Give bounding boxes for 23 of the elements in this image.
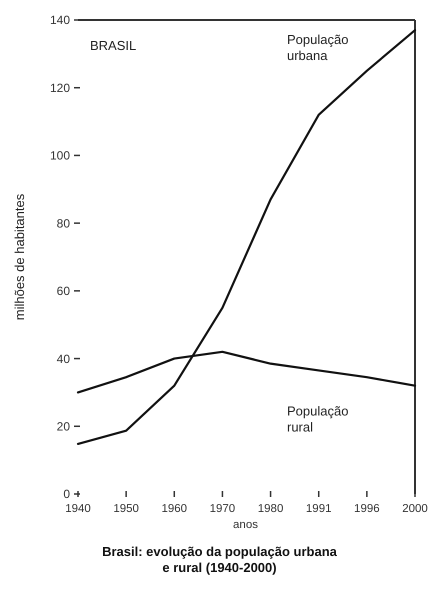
y-tick-label: 120 <box>50 80 70 95</box>
x-tick-label: 1950 <box>113 503 139 515</box>
y-tick-label: 0 <box>63 487 70 502</box>
x-axis-title: anos <box>233 519 258 531</box>
text: Brasil: evolução da população urbana e rural (1940-2000) <box>102 544 338 575</box>
x-tick-label: 1991 <box>306 503 332 515</box>
annotation: BRASIL <box>90 38 136 53</box>
x-tick-label: 1970 <box>210 503 236 515</box>
x-tick-label: 1960 <box>161 503 188 515</box>
y-tick-label: 100 <box>50 148 70 163</box>
y-tick-label: 80 <box>56 216 70 230</box>
y-tick-label: 40 <box>56 352 70 366</box>
line-series <box>76 29 416 445</box>
x-tick-label: 1940 <box>65 503 91 515</box>
x-tick-label: 1980 <box>258 503 284 515</box>
x-tick-label: 1996 <box>354 503 380 515</box>
series-label: População urbana <box>287 32 348 64</box>
x-tick-label: 2000 <box>402 503 428 515</box>
y-tick-label: 140 <box>50 13 70 28</box>
y-tick-label: 20 <box>56 419 70 434</box>
text: População rural <box>287 404 348 435</box>
y-tick-label: 60 <box>56 284 70 298</box>
y-axis-title: milhões de habitantes <box>12 193 27 320</box>
